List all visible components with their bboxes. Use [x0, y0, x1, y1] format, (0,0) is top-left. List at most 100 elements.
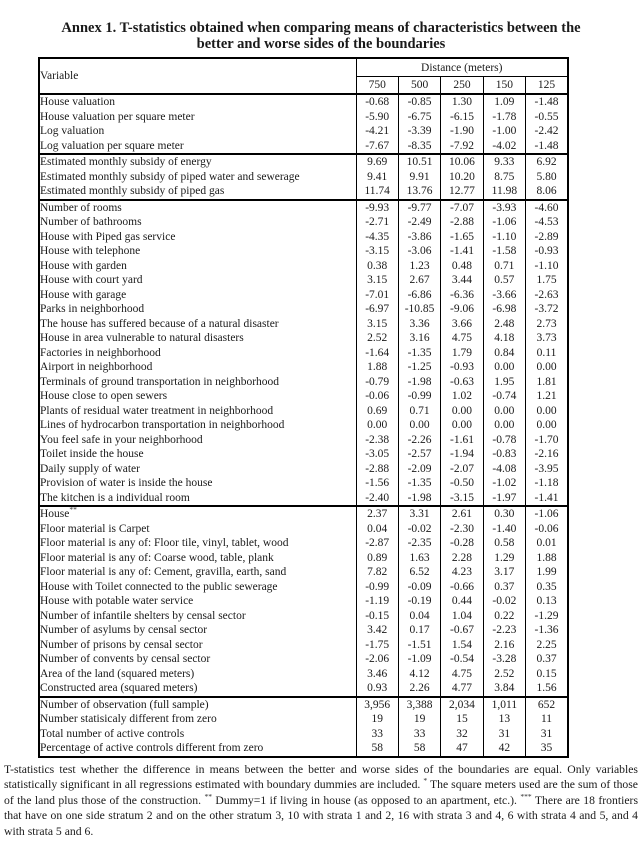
variable-label: Area of the land (squared meters)	[40, 667, 195, 680]
variable-label: House with garage	[40, 288, 127, 301]
value-cell: 3.46	[355, 666, 399, 681]
value-cell: -3.05	[355, 447, 399, 462]
footnote-marker: ***	[520, 791, 532, 801]
value-cell: 3.42	[355, 623, 399, 638]
value-cell: 0.93	[355, 681, 399, 698]
value-cell: 0.37	[482, 579, 526, 594]
value-cell: -2.88	[355, 461, 399, 476]
value-cell: -0.63	[440, 374, 484, 389]
value-cell: 13.76	[397, 184, 441, 201]
value-cell: -0.09	[397, 579, 441, 594]
value-cell: 0.11	[525, 345, 568, 360]
value-cell: -0.50	[440, 476, 484, 491]
value-cell: 10.20	[440, 169, 484, 184]
table-row: Log valuation -4.21 -3.39 -1.90 -1.00 -2.42	[39, 124, 568, 139]
value-cell: -4.08	[482, 461, 526, 476]
value-cell: 3,956	[355, 696, 399, 712]
variable-label: Number of convents by censal sector	[40, 653, 211, 665]
value-cell: 3.17	[482, 565, 526, 580]
value-cell: -1.56	[355, 476, 399, 491]
value-cell: -2.09	[397, 461, 441, 476]
variable-label: The kitchen is a individual room	[39, 490, 356, 507]
value-cell: 1.75	[525, 273, 568, 288]
table-row: House with Toilet connected to the publi…	[39, 579, 568, 594]
value-cell: 0.30	[482, 506, 526, 522]
value-cell: -2.88	[440, 215, 484, 230]
value-cell: 1.29	[482, 550, 526, 565]
value-cell: 2,034	[440, 696, 484, 712]
value-cell: -1.48	[525, 94, 568, 110]
variable-column-header: Variable	[39, 58, 356, 95]
variable-label: Estimated monthly subsidy of piped water…	[40, 170, 300, 183]
variable-label: Constructed area (squared meters)	[39, 681, 356, 698]
value-cell: 0.00	[525, 403, 568, 418]
value-cell: -0.06	[355, 389, 399, 404]
table-row: Parks in neighborhood -6.97 -10.85 -9.06 -6.…	[39, 302, 568, 317]
value-cell: -3.72	[525, 302, 568, 317]
variable-label: Estimated monthly subsidy of piped gas	[39, 184, 356, 201]
table-row: You feel safe in your neighborhood -2.38-…	[39, 432, 568, 447]
distance-header: Distance (meters)	[355, 58, 568, 77]
value-cell: 1.95	[482, 374, 526, 389]
variable-label: House with Toilet connected to the publi…	[40, 580, 278, 593]
value-cell: 1.21	[525, 389, 568, 404]
value-cell: -1.58	[482, 244, 526, 259]
variable-label: Number of rooms	[40, 201, 122, 214]
value-cell: 0.71	[397, 403, 441, 418]
value-cell: 0.37	[525, 652, 568, 667]
value-cell: 1.79	[440, 345, 484, 360]
variable-label: Number of infantile shelters by censal s…	[40, 609, 246, 622]
table-row: Number of observation (full sample) 3,956…	[39, 696, 568, 712]
value-cell: 31	[525, 726, 568, 741]
value-cell: 33	[355, 726, 399, 741]
table-row: Floor material is any of: Cement, gravil…	[39, 565, 568, 580]
value-cell: 33	[397, 726, 441, 741]
value-cell: 42	[482, 741, 526, 757]
variable-label: Floor material is any of: Cement, gravil…	[40, 566, 287, 578]
value-cell: 9.91	[397, 169, 441, 184]
value-cell: -1.78	[482, 109, 526, 124]
value-cell: 13	[482, 712, 526, 727]
value-cell: -4.02	[482, 138, 526, 155]
value-cell: 9.69	[355, 154, 399, 170]
value-cell: -3.39	[397, 124, 441, 139]
variable-label: You feel safe in your neighborhood	[40, 433, 203, 446]
t-statistics-table: Variable Distance (meters) 750 500 250 1…	[38, 57, 569, 758]
distance-column-250: 250	[440, 76, 484, 95]
value-cell: -0.55	[525, 109, 568, 124]
table-row: Terminals of ground transportation in ne…	[39, 374, 568, 389]
distance-column-750: 750	[355, 76, 399, 95]
value-cell: -1.09	[397, 652, 441, 667]
value-cell: -2.06	[355, 652, 399, 667]
value-cell: 19	[397, 712, 441, 727]
table-row: Airport in neighborhood 1.88 -1.25 -0.93 0.0…	[39, 360, 568, 375]
value-cell: 4.18	[482, 331, 526, 346]
value-cell: -9.93	[355, 199, 399, 215]
value-cell: 0.00	[525, 360, 568, 375]
value-cell: -0.93	[440, 360, 484, 375]
value-cell: 0.35	[525, 579, 568, 594]
value-cell: 1,011	[482, 696, 526, 712]
variable-label: Number of bathrooms	[40, 216, 142, 228]
value-cell: 3.31	[397, 506, 441, 522]
value-cell: 0.48	[440, 258, 484, 273]
variable-label: Provision of water is inside the house	[40, 477, 213, 489]
table-row: Number of bathrooms -2.71 -2.49 -2.88 -1.06-…	[39, 215, 568, 230]
value-cell: 2.73	[525, 316, 568, 331]
value-cell: 2.26	[397, 681, 441, 698]
value-cell: 1.63	[397, 550, 441, 565]
variable-label: Plants of residual water treatment in ne…	[40, 404, 274, 417]
value-cell: -1.25	[397, 360, 441, 375]
table-row: House valuation -0.68 -0.85 1.30 1.09 -1.48	[39, 94, 568, 110]
value-cell: -10.85	[397, 302, 441, 317]
variable-label: Floor material is any of: Coarse wood, t…	[40, 551, 274, 564]
value-cell: -2.16	[525, 447, 568, 462]
table-row: Toilet inside the house -3.05 -2.57 -1.94 -0…	[39, 447, 568, 462]
variable-label: Log valuation per square meter	[39, 138, 356, 155]
value-cell: -1.19	[355, 594, 399, 609]
value-cell: 1.81	[525, 374, 568, 389]
value-cell: -9.77	[397, 199, 441, 215]
value-cell: 0.00	[440, 418, 484, 433]
value-cell: 0.22	[482, 608, 526, 623]
value-cell: 3.66	[440, 316, 484, 331]
